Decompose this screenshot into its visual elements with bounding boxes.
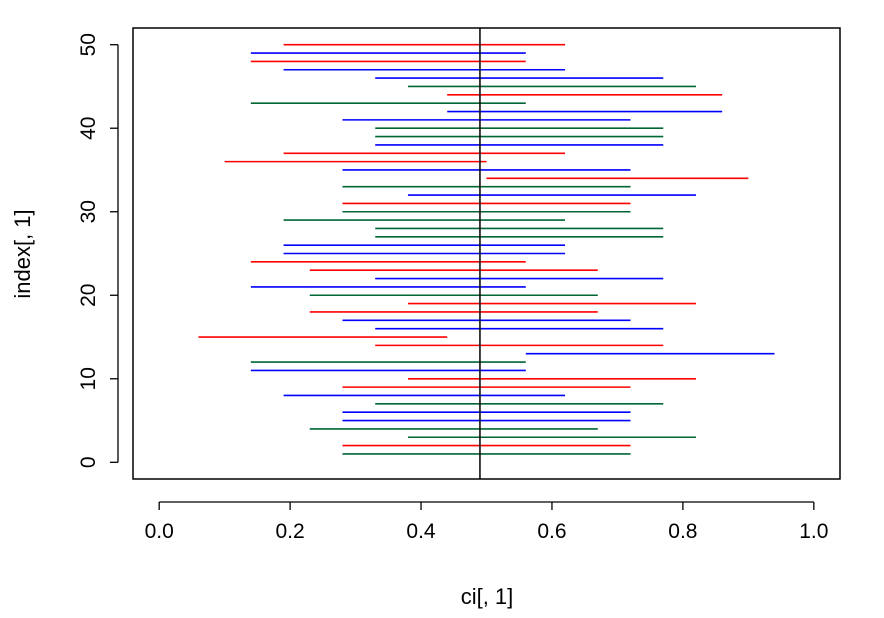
x-tick-label: 1.0: [799, 520, 828, 543]
y-tick-label: 20: [77, 284, 100, 307]
x-tick-label: 0.8: [668, 520, 697, 543]
y-tick-label: 50: [77, 33, 100, 56]
x-tick-label: 0.0: [145, 520, 174, 543]
y-tick-label: 10: [77, 367, 100, 390]
y-tick-label: 30: [77, 200, 100, 223]
x-axis: 0.0 0.2 0.4 0.6 0.8 1.0: [145, 501, 828, 543]
y-tick-label: 40: [77, 117, 100, 140]
y-axis-title: index[, 1]: [10, 209, 35, 298]
x-tick-label: 0.6: [537, 520, 566, 543]
x-axis-title: ci[, 1]: [461, 584, 514, 609]
plot-frame: [132, 27, 841, 480]
y-tick-label: 0: [77, 456, 100, 468]
x-tick-label: 0.4: [406, 520, 436, 543]
x-tick-label: 0.2: [276, 520, 305, 543]
y-axis: 0 10 20 30 40 50: [77, 33, 119, 468]
